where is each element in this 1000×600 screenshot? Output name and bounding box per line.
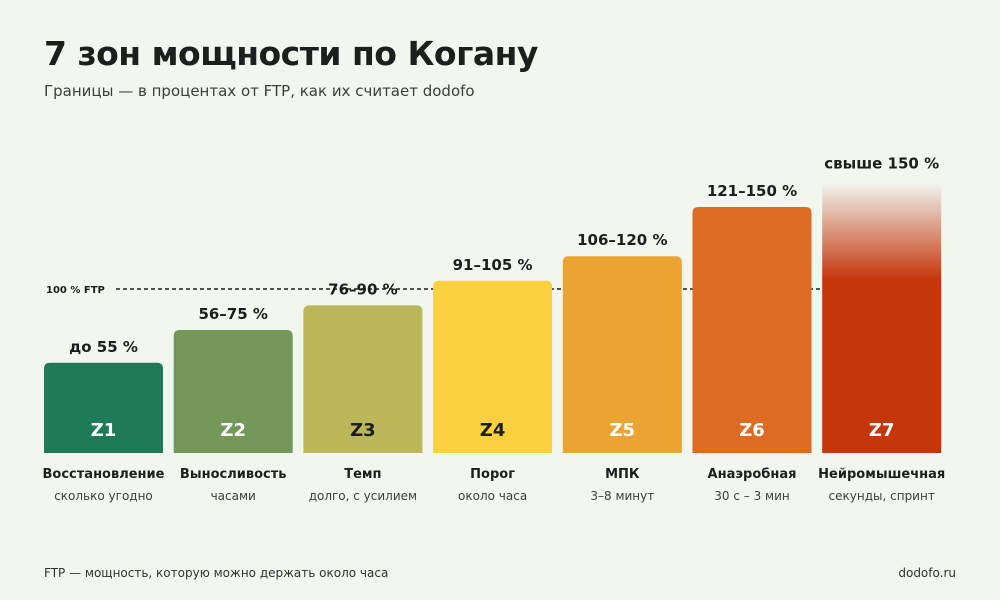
- zone-name-z4: Порог: [470, 467, 515, 482]
- zone-code-z2: Z2: [220, 420, 246, 441]
- page-title: 7 зон мощности по Когану: [44, 34, 538, 73]
- zone-code-z4: Z4: [480, 420, 506, 441]
- bar-z3: [303, 305, 423, 453]
- zone-code-z5: Z5: [610, 420, 636, 441]
- zone-code-z1: Z1: [91, 420, 117, 441]
- zone-duration-z3: долго, с усилием: [309, 489, 417, 503]
- zone-code-z3: Z3: [350, 420, 376, 441]
- zone-code-z6: Z6: [739, 420, 765, 441]
- ftp-reference-label: 100 % FTP: [46, 285, 105, 296]
- page-subtitle: Границы — в процентах от FTP, как их счи…: [44, 82, 475, 100]
- range-label-z3: 76–90 %: [328, 280, 398, 298]
- zone-name-z1: Восстановление: [43, 467, 165, 482]
- zone-name-z6: Анаэробная: [708, 467, 797, 482]
- footer-site-link[interactable]: dodofo.ru: [898, 566, 956, 580]
- footer-note: FTP — мощность, которую можно держать ок…: [44, 566, 389, 580]
- bar-z1: [44, 362, 163, 453]
- zone-name-z2: Выносливость: [180, 467, 287, 482]
- bar-z6: [692, 207, 812, 453]
- zone-name-z3: Темп: [344, 467, 381, 482]
- range-label-z6: 121–150 %: [707, 182, 797, 200]
- bar-z7: [822, 182, 942, 453]
- zone-name-z5: МПК: [605, 467, 640, 482]
- bar-z5: [562, 256, 682, 453]
- range-label-z1: до 55 %: [69, 338, 138, 356]
- zone-duration-z6: 30 с – 3 мин: [714, 489, 789, 503]
- zone-name-z7: Нейромышечная: [818, 467, 945, 482]
- bar-z4: [433, 280, 553, 453]
- range-label-z7: свыше 150 %: [824, 154, 939, 172]
- range-label-z5: 106–120 %: [577, 231, 667, 249]
- zone-duration-z1: сколько угодно: [54, 489, 153, 503]
- range-label-z4: 91–105 %: [453, 256, 533, 274]
- zone-duration-z7: секунды, спринт: [829, 489, 935, 503]
- range-label-z2: 56–75 %: [198, 305, 268, 323]
- zone-duration-z4: около часа: [458, 489, 527, 503]
- zone-code-z7: Z7: [869, 420, 895, 441]
- bar-z2: [173, 330, 293, 453]
- zone-duration-z5: 3–8 минут: [590, 489, 654, 503]
- zone-duration-z2: часами: [211, 489, 256, 503]
